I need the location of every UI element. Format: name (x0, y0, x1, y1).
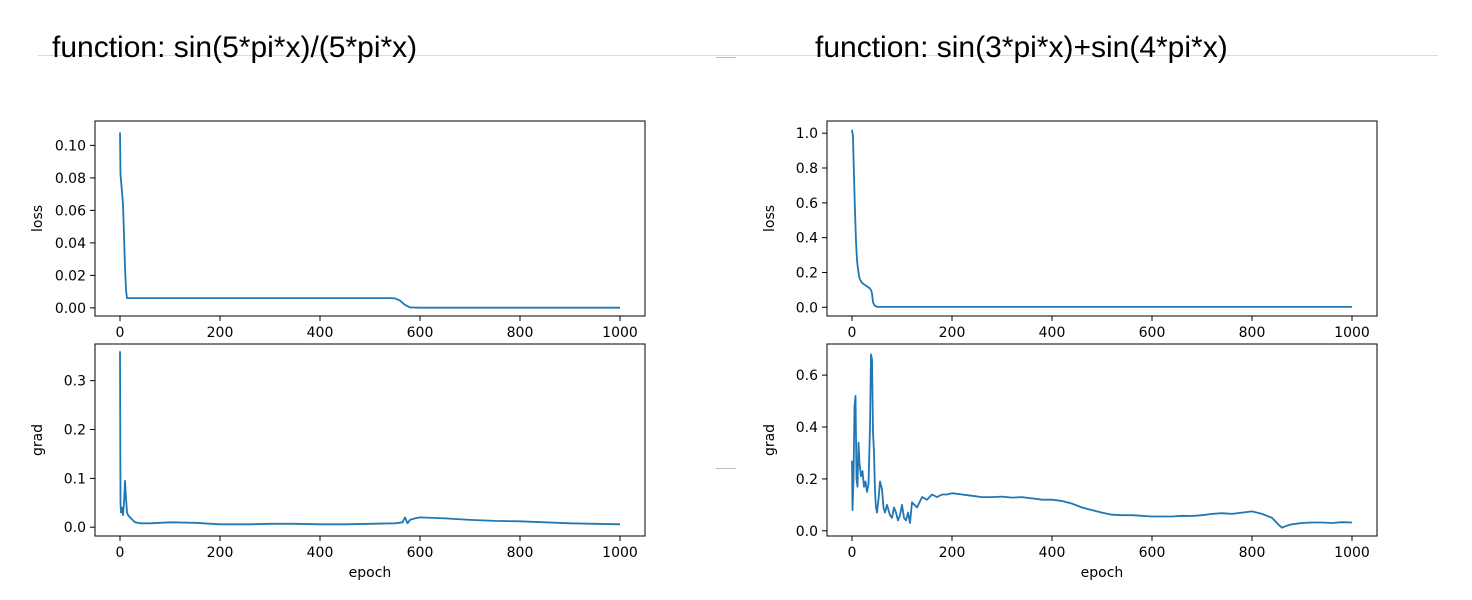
x-tick-label: 400 (307, 325, 334, 341)
axes-frame (826, 343, 1378, 537)
x-tick-label: 1000 (602, 325, 638, 341)
y-axis-label: loss (30, 205, 46, 232)
y-tick-label: 0.3 (64, 374, 86, 390)
y-tick-label: 0.4 (796, 420, 818, 436)
y-axis-label: grad (30, 424, 46, 456)
axes-frame (94, 343, 646, 537)
subplot-1: 0 200 400 600 800 1000 0.0 0.1 0.2 0.3 grad epoch (30, 343, 646, 581)
axes-frame (94, 120, 646, 317)
y-tick-label: 0.1 (64, 471, 86, 487)
y-tick-label: 0.0 (64, 520, 86, 536)
x-tick-label: 0 (848, 325, 857, 341)
x-tick-label: 200 (939, 545, 966, 561)
x-tick-label: 1000 (602, 545, 638, 561)
separator-dash-bottom (716, 468, 736, 469)
y-tick-label: 0.6 (796, 368, 818, 384)
header-rule (38, 55, 1438, 56)
panel-title-right: function: sin(3*pi*x)+sin(4*pi*x) (815, 31, 1228, 64)
subplot-0: 0 200 400 600 800 1000 0.00 0.02 0.04 0.06 0.08 0.1… (30, 120, 646, 341)
x-tick-label: 600 (407, 325, 434, 341)
axes-frame (826, 120, 1378, 317)
x-tick-label: 0 (848, 545, 857, 561)
y-tick-label: 0.00 (55, 301, 86, 317)
x-tick-label: 800 (1239, 325, 1266, 341)
y-tick-label: 1.0 (796, 126, 818, 142)
x-axis-label: epoch (1081, 565, 1124, 581)
subplot-2: 0 200 400 600 800 1000 0.0 0.2 0.4 0.6 0.8 1.0 loss (762, 120, 1378, 341)
x-tick-label: 1000 (1334, 545, 1370, 561)
x-tick-label: 800 (1239, 545, 1266, 561)
x-tick-label: 200 (207, 545, 234, 561)
x-tick-label: 800 (507, 545, 534, 561)
x-tick-label: 400 (1039, 325, 1066, 341)
y-tick-label: 0.6 (796, 196, 818, 212)
x-tick-label: 600 (407, 545, 434, 561)
x-tick-label: 800 (507, 325, 534, 341)
y-tick-label: 0.8 (796, 161, 818, 177)
y-axis-label: grad (762, 424, 778, 456)
x-tick-label: 600 (1139, 545, 1166, 561)
x-tick-label: 600 (1139, 325, 1166, 341)
x-axis-label: epoch (349, 565, 392, 581)
series-line-0 (851, 353, 1353, 529)
y-tick-label: 0.4 (796, 231, 818, 247)
series-line-0 (119, 132, 620, 309)
y-axis-label: loss (762, 205, 778, 232)
y-tick-label: 0.10 (55, 138, 86, 154)
x-tick-label: 0 (116, 545, 125, 561)
y-tick-label: 0.2 (64, 422, 86, 438)
series-line-0 (119, 351, 621, 526)
y-tick-label: 0.08 (55, 171, 86, 187)
panel-title-left: function: sin(5*pi*x)/(5*pi*x) (52, 31, 418, 64)
subplot-3: 0 200 400 600 800 1000 0.0 0.2 0.4 0.6 grad epoch (762, 343, 1378, 581)
x-tick-label: 400 (307, 545, 334, 561)
x-tick-label: 200 (939, 325, 966, 341)
x-tick-label: 0 (116, 325, 125, 341)
x-tick-label: 200 (207, 325, 234, 341)
x-tick-label: 400 (1039, 545, 1066, 561)
y-tick-label: 0.2 (796, 472, 818, 488)
y-tick-label: 0.2 (796, 265, 818, 281)
series-line-0 (851, 129, 1352, 308)
separator-dash-top (716, 57, 736, 58)
y-tick-label: 0.04 (55, 236, 86, 252)
x-tick-label: 1000 (1334, 325, 1370, 341)
y-tick-label: 0.0 (796, 300, 818, 316)
y-tick-label: 0.02 (55, 268, 86, 284)
y-tick-label: 0.0 (796, 524, 818, 540)
y-tick-label: 0.06 (55, 203, 86, 219)
